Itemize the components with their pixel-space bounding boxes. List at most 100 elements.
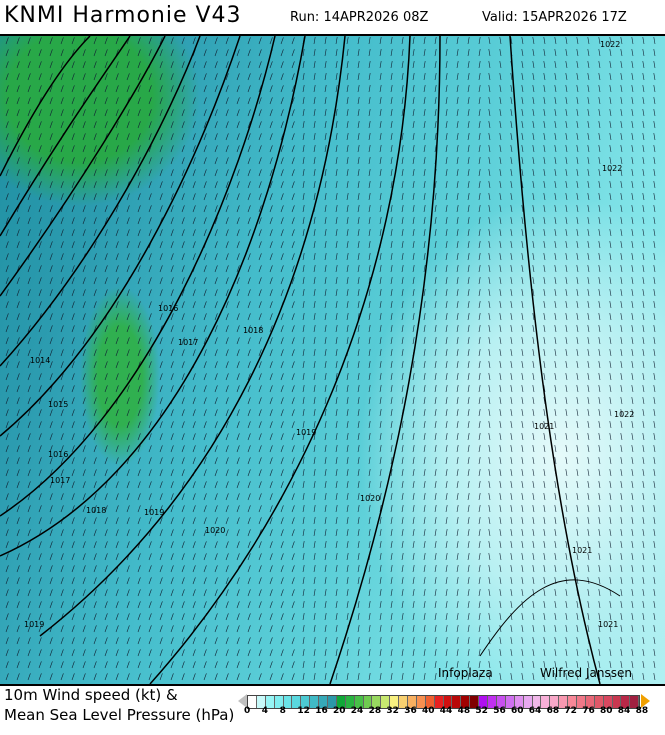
wind-arrow [137, 445, 141, 453]
wind-arrow [27, 469, 31, 477]
wind-arrow [247, 193, 251, 201]
wind-arrow [478, 229, 481, 237]
valid-time: Valid: 15APR2026 17Z [482, 10, 627, 25]
wind-arrow [16, 217, 20, 225]
wind-arrow [499, 229, 502, 237]
wind-arrow [324, 289, 327, 297]
wind-arrow [313, 457, 316, 465]
wind-arrow [521, 229, 524, 237]
wind-arrow [104, 421, 108, 429]
wind-arrow [324, 385, 327, 393]
wind-arrow [631, 277, 634, 285]
wind-arrow [642, 133, 645, 141]
wind-arrow [467, 397, 470, 405]
wind-arrow [631, 289, 634, 297]
wind-arrow [181, 409, 185, 417]
wind-arrow [543, 421, 546, 429]
wind-arrow [631, 373, 634, 381]
wind-arrow [598, 109, 601, 117]
wind-arrow [478, 445, 481, 453]
wind-arrow [38, 205, 42, 213]
wind-arrow [104, 301, 108, 309]
wind-arrow [324, 481, 327, 489]
wind-arrow [104, 157, 108, 165]
wind-arrow [214, 109, 218, 117]
wind-arrow [225, 61, 229, 69]
wind-arrow [631, 421, 634, 429]
wind-arrow [5, 49, 9, 57]
wind-arrow [203, 457, 207, 465]
wind-arrow [510, 109, 513, 117]
wind-arrow [412, 469, 415, 477]
wind-arrow [576, 469, 579, 477]
wind-arrow [49, 421, 53, 429]
wind-arrow [401, 361, 404, 369]
wind-arrow [27, 217, 31, 225]
wind-arrow [346, 325, 349, 333]
wind-arrow [357, 469, 360, 477]
wind-arrow [16, 349, 20, 357]
wind-arrow [412, 409, 415, 417]
wind-arrow [203, 289, 207, 297]
wind-arrow [258, 349, 262, 357]
wind-arrow [313, 445, 316, 453]
wind-arrow [565, 241, 568, 249]
wind-arrow [49, 169, 53, 177]
wind-arrow [324, 37, 327, 45]
wind-arrow [313, 133, 316, 141]
wind-arrow [642, 469, 645, 477]
wind-arrow [598, 85, 601, 93]
wind-arrow [82, 121, 86, 129]
wind-arrow [499, 349, 502, 357]
wind-arrow [148, 49, 152, 57]
wind-arrow [598, 277, 601, 285]
wind-arrow [390, 157, 393, 165]
wind-arrow [642, 421, 645, 429]
wind-arrow [203, 301, 207, 309]
wind-arrow [60, 469, 64, 477]
wind-arrow [104, 169, 108, 177]
wind-arrow [642, 109, 645, 117]
wind-arrow [653, 229, 656, 237]
wind-arrow [631, 205, 634, 213]
wind-arrow [499, 241, 502, 249]
wind-arrow [93, 229, 97, 237]
wind-arrow [104, 289, 108, 297]
wind-arrow [126, 109, 130, 117]
wind-arrow [126, 445, 130, 453]
wind-arrow [499, 409, 502, 417]
wind-arrow [456, 277, 459, 285]
wind-arrow [258, 49, 262, 57]
wind-arrow [71, 409, 75, 417]
wind-arrow [181, 145, 185, 153]
wind-arrow [456, 253, 459, 261]
wind-arrow [192, 169, 196, 177]
wind-arrow [258, 193, 262, 201]
wind-arrow [115, 421, 119, 429]
wind-arrow [488, 157, 491, 165]
wind-arrow [478, 205, 481, 213]
wind-arrow [247, 121, 251, 129]
wind-arrow [60, 433, 64, 441]
wind-arrow [16, 145, 20, 153]
wind-arrow [181, 121, 185, 129]
wind-arrow [225, 445, 229, 453]
wind-arrow [225, 121, 229, 129]
wind-arrow [379, 205, 382, 213]
wind-arrow [478, 109, 481, 117]
wind-arrow [401, 133, 404, 141]
wind-arrow [412, 109, 415, 117]
wind-arrow [203, 109, 207, 117]
wind-arrow [368, 121, 371, 129]
wind-arrow [324, 241, 327, 249]
wind-arrow [280, 241, 284, 249]
wind-arrow [434, 253, 437, 261]
wind-arrow [456, 301, 459, 309]
wind-arrow [170, 205, 174, 213]
wind-arrow [609, 229, 612, 237]
wind-arrow [49, 385, 53, 393]
wind-arrow [609, 373, 612, 381]
wind-arrow [203, 397, 207, 405]
wind-arrow [499, 49, 502, 57]
wind-arrow [258, 433, 262, 441]
